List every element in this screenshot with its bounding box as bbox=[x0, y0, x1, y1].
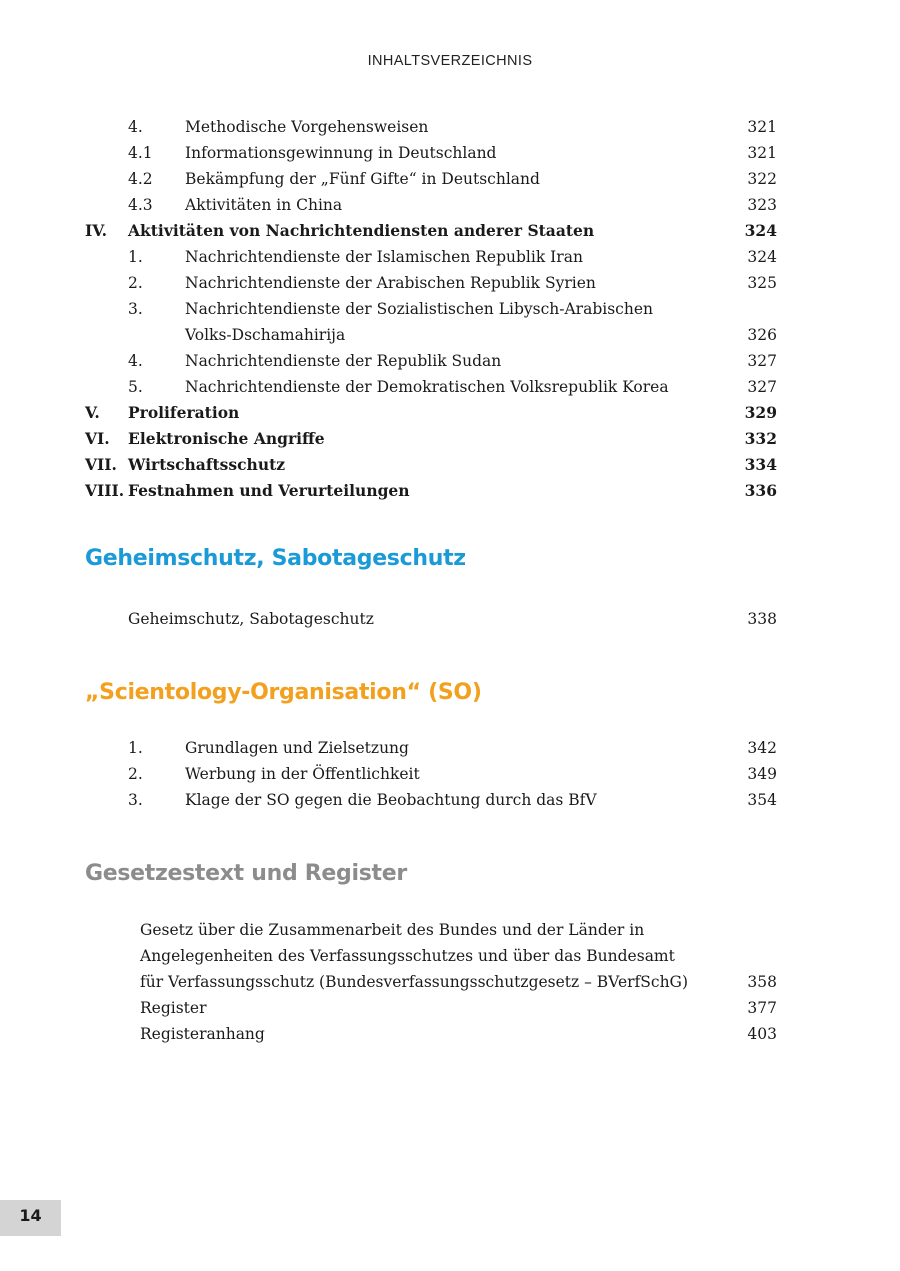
toc-entry: V. Proliferation 329 bbox=[85, 400, 777, 426]
toc-entry-text: Klage der SO gegen die Beobachtung durch… bbox=[185, 791, 597, 809]
toc-entry-text: Volks-Dschamahirija bbox=[185, 326, 346, 344]
toc-entry: 4.3 Aktivitäten in China 323 bbox=[85, 192, 777, 218]
toc-entry: VI. Elektronische Angriffe 332 bbox=[85, 426, 777, 452]
toc-entry-text: Aktivitäten von Nachrichtendiensten ande… bbox=[128, 221, 595, 240]
toc-entry-text: Nachrichtendienste der Demokratischen Vo… bbox=[185, 378, 669, 396]
toc-entry-page: 323 bbox=[747, 196, 777, 214]
toc-list-gesetz: Gesetz über die Zusammenarbeit des Bunde… bbox=[85, 917, 777, 1047]
toc-entry-page: 338 bbox=[747, 610, 777, 628]
toc-entry: Volks-Dschamahirija 326 bbox=[85, 322, 777, 348]
toc-entry-roman: VIII. bbox=[85, 481, 125, 500]
toc-entry: 4. Nachrichtendienste der Republik Sudan 3… bbox=[85, 348, 777, 374]
toc-entry: 4.2 Bekämpfung der „Fünf Gifte“ in Deutsc… bbox=[85, 166, 777, 192]
toc-entry-text: Wirtschaftsschutz bbox=[128, 455, 286, 474]
toc-entry: 2. Werbung in der Öffentlichkeit 349 bbox=[85, 761, 777, 787]
toc-entry-page: 324 bbox=[744, 221, 777, 240]
toc-entry-num: 2. bbox=[128, 274, 143, 292]
toc-entry-page: 329 bbox=[744, 403, 777, 422]
toc-entry-page: 321 bbox=[747, 144, 777, 162]
toc-entry-text: Grundlagen und Zielsetzung bbox=[185, 739, 409, 757]
toc-entry-text: Bekämpfung der „Fünf Gifte“ in Deutschla… bbox=[185, 170, 540, 188]
page-number: 14 bbox=[0, 1200, 61, 1236]
toc-entry-text: Nachrichtendienste der Islamischen Repub… bbox=[185, 248, 583, 266]
toc-entry-roman: VI. bbox=[85, 429, 110, 448]
toc-entry: 4.1 Informationsgewinnung in Deutschland 3… bbox=[85, 140, 777, 166]
toc-entry-num: 1. bbox=[128, 248, 143, 266]
toc-entry-page: 325 bbox=[747, 274, 777, 292]
toc-list-spionage: 4. Methodische Vorgehensweisen 321 4.1 Infor… bbox=[85, 114, 777, 504]
toc-entry-text: Nachrichtendienste der Republik Sudan bbox=[185, 352, 502, 370]
toc-entry-text: Registeranhang bbox=[140, 1025, 265, 1043]
toc-entry: Register 377 bbox=[85, 995, 777, 1021]
toc-entry-roman: IV. bbox=[85, 221, 107, 240]
toc-entry-page: 403 bbox=[747, 1025, 777, 1043]
toc-entry-num: 3. bbox=[128, 300, 143, 318]
toc-entry-text: Register bbox=[140, 999, 207, 1017]
toc-entry: für Verfassungsschutz (Bundesverfassungs… bbox=[85, 969, 777, 995]
toc-entry-page: 336 bbox=[744, 481, 777, 500]
toc-list-geheimschutz: Geheimschutz, Sabotageschutz 338 bbox=[85, 606, 777, 632]
toc-entry-text: Gesetz über die Zusammenarbeit des Bunde… bbox=[140, 921, 645, 939]
toc-entry: Angelegenheiten des Verfassungsschutzes … bbox=[85, 943, 777, 969]
toc-entry: Gesetz über die Zusammenarbeit des Bunde… bbox=[85, 917, 777, 943]
toc-entry-page: 342 bbox=[747, 739, 777, 757]
toc-list-scientology: 1. Grundlagen und Zielsetzung 342 2. Werbung… bbox=[85, 735, 777, 813]
toc-entry-text: Aktivitäten in China bbox=[185, 196, 343, 214]
toc-entry-num: 4. bbox=[128, 118, 143, 136]
toc-entry-num: 1. bbox=[128, 739, 143, 757]
toc-entry: VIII. Festnahmen und Verurteilungen 336 bbox=[85, 478, 777, 504]
section-heading-gesetz: Gesetzestext und Register bbox=[85, 861, 407, 886]
toc-entry-text: Werbung in der Öffentlichkeit bbox=[185, 765, 420, 783]
toc-entry-text: Geheimschutz, Sabotageschutz bbox=[128, 610, 374, 628]
section-heading-scientology: „Scientology-Organisation“ (SO) bbox=[85, 680, 482, 705]
toc-entry-text: Festnahmen und Verurteilungen bbox=[128, 481, 410, 500]
toc-entry-page: 377 bbox=[747, 999, 777, 1017]
toc-entry-roman: V. bbox=[85, 403, 100, 422]
toc-entry-text: Methodische Vorgehensweisen bbox=[185, 118, 429, 136]
toc-entry-text: Nachrichtendienste der Sozialistischen L… bbox=[185, 300, 653, 318]
toc-entry: 4. Methodische Vorgehensweisen 321 bbox=[85, 114, 777, 140]
toc-entry-text: Proliferation bbox=[128, 403, 240, 422]
toc-entry: 2. Nachrichtendienste der Arabischen Repu… bbox=[85, 270, 777, 296]
toc-entry-text: Elektronische Angriffe bbox=[128, 429, 325, 448]
toc-entry-text: Informationsgewinnung in Deutschland bbox=[185, 144, 497, 162]
section-heading-geheimschutz: Geheimschutz, Sabotageschutz bbox=[85, 546, 466, 571]
toc-entry-page: 324 bbox=[747, 248, 777, 266]
toc-entry-page: 334 bbox=[744, 455, 777, 474]
toc-entry-num: 4.1 bbox=[128, 144, 153, 162]
toc-entry-text: für Verfassungsschutz (Bundesverfassungs… bbox=[140, 973, 688, 991]
toc-entry-page: 354 bbox=[747, 791, 777, 809]
toc-entry-num: 4.2 bbox=[128, 170, 153, 188]
toc-entry-num: 4. bbox=[128, 352, 143, 370]
toc-entry: Geheimschutz, Sabotageschutz 338 bbox=[85, 606, 777, 632]
toc-entry-text: Angelegenheiten des Verfassungsschutzes … bbox=[140, 947, 675, 965]
toc-entry-page: 322 bbox=[747, 170, 777, 188]
toc-entry: Registeranhang 403 bbox=[85, 1021, 777, 1047]
running-header: INHALTSVERZEICHNIS bbox=[367, 53, 533, 69]
toc-entry-page: 332 bbox=[744, 429, 777, 448]
toc-entry: 1. Grundlagen und Zielsetzung 342 bbox=[85, 735, 777, 761]
toc-entry-page: 327 bbox=[747, 378, 777, 396]
toc-entry-text: Nachrichtendienste der Arabischen Republ… bbox=[185, 274, 596, 292]
toc-entry-page: 358 bbox=[747, 973, 777, 991]
toc-entry-roman: VII. bbox=[85, 455, 117, 474]
toc-entry-page: 326 bbox=[747, 326, 777, 344]
toc-entry-page: 327 bbox=[747, 352, 777, 370]
toc-entry: 5. Nachrichtendienste der Demokratischen … bbox=[85, 374, 777, 400]
toc-entry: IV. Aktivitäten von Nachrichtendiensten a… bbox=[85, 218, 777, 244]
toc-entry-num: 5. bbox=[128, 378, 143, 396]
toc-entry-num: 2. bbox=[128, 765, 143, 783]
toc-entry-page: 349 bbox=[747, 765, 777, 783]
toc-entry: 3. Klage der SO gegen die Beobachtung dur… bbox=[85, 787, 777, 813]
toc-entry-page: 321 bbox=[747, 118, 777, 136]
toc-entry: VII. Wirtschaftsschutz 334 bbox=[85, 452, 777, 478]
toc-entry-num: 4.3 bbox=[128, 196, 153, 214]
toc-entry: 1. Nachrichtendienste der Islamischen Rep… bbox=[85, 244, 777, 270]
toc-entry: 3. Nachrichtendienste der Sozialistischen… bbox=[85, 296, 777, 322]
toc-entry-num: 3. bbox=[128, 791, 143, 809]
